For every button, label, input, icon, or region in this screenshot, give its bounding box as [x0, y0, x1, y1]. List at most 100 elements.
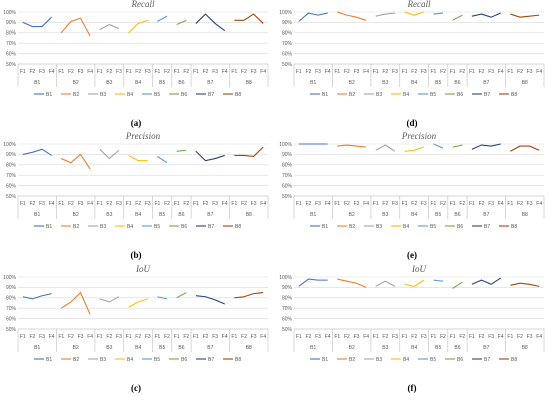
x-tick-label: F2 [440, 69, 446, 75]
legend-label: B7 [208, 357, 214, 363]
group-label: B3 [382, 212, 388, 218]
group-label: B3 [106, 345, 112, 351]
x-tick-label: F4 [536, 334, 542, 340]
panel-label: (a) [131, 118, 142, 128]
x-tick-label: F1 [469, 201, 475, 207]
x-tick-label: F3 [39, 69, 45, 75]
x-tick-label: F3 [527, 334, 533, 340]
series-line-b3 [99, 296, 120, 303]
x-tick-label: F3 [78, 201, 84, 207]
x-tick-label: F1 [20, 334, 26, 340]
y-tick-label: 80% [6, 31, 17, 37]
x-tick-label: F1 [231, 69, 237, 75]
y-tick-label: 80% [282, 163, 293, 169]
group-label: B3 [382, 345, 388, 351]
x-tick-label: F1 [126, 201, 132, 207]
x-tick-label: F2 [30, 69, 36, 75]
panel-label: (f) [408, 383, 417, 393]
series-line-b4 [128, 19, 148, 34]
x-tick-label: F2 [241, 201, 247, 207]
x-tick-label: F1 [296, 69, 302, 75]
x-tick-label: F4 [363, 334, 369, 340]
y-tick-label: 90% [6, 152, 17, 158]
x-tick-label: F2 [183, 69, 189, 75]
x-tick-label: F2 [440, 201, 446, 207]
x-tick-label: F1 [174, 201, 180, 207]
x-tick-label: F3 [212, 69, 218, 75]
x-tick-label: F1 [431, 201, 437, 207]
legend-label: B1 [46, 357, 52, 363]
x-tick-label: F2 [68, 69, 74, 75]
x-tick-label: F3 [212, 201, 218, 207]
y-tick-label: 100% [279, 142, 292, 148]
x-tick-label: F1 [58, 201, 64, 207]
series-line-b7 [471, 12, 501, 18]
group-label: B8 [246, 212, 252, 218]
legend-label: B2 [73, 224, 79, 230]
group-label: B7 [207, 212, 213, 218]
y-tick-label: 50% [6, 194, 17, 200]
x-tick-label: F2 [164, 201, 170, 207]
legend-label: B2 [349, 357, 355, 363]
y-tick-label: 90% [282, 285, 293, 291]
series-line-b3 [375, 280, 396, 287]
x-tick-label: F2 [459, 69, 465, 75]
chart-title: Recall [131, 0, 155, 9]
group-label: B8 [522, 212, 528, 218]
series-line-b4 [128, 298, 148, 308]
x-tick-label: F1 [58, 334, 64, 340]
x-tick-label: F2 [382, 69, 388, 75]
x-tick-label: F3 [354, 69, 360, 75]
x-tick-label: F4 [260, 334, 266, 340]
legend-label: B8 [511, 357, 517, 363]
x-tick-label: F1 [450, 334, 456, 340]
x-tick-label: F1 [334, 201, 340, 207]
x-tick-label: F2 [479, 201, 485, 207]
group-label: B6 [178, 80, 184, 86]
series-line-b1 [298, 278, 328, 287]
series-line-b5 [157, 15, 168, 22]
group-label: B6 [454, 80, 460, 86]
group-label: B6 [178, 212, 184, 218]
chart-title: Precision [125, 131, 161, 141]
legend-label: B1 [322, 224, 328, 230]
x-tick-label: F1 [155, 334, 161, 340]
legend-label: B8 [235, 92, 241, 98]
x-tick-label: F1 [193, 201, 199, 207]
series-line-b8 [234, 146, 264, 158]
series-line-b2 [337, 278, 367, 288]
x-tick-label: F3 [315, 69, 321, 75]
legend-label: B7 [484, 92, 490, 98]
legend-label: B6 [181, 357, 187, 363]
x-tick-label: F1 [507, 334, 513, 340]
panel-label: (c) [131, 383, 141, 393]
x-tick-label: F3 [392, 201, 398, 207]
x-tick-label: F2 [344, 69, 350, 75]
x-tick-label: F4 [49, 334, 55, 340]
x-tick-label: F1 [155, 201, 161, 207]
y-tick-label: 70% [6, 173, 17, 179]
x-tick-label: F2 [241, 69, 247, 75]
group-label: B7 [207, 80, 213, 86]
x-tick-label: F2 [411, 201, 417, 207]
x-tick-label: F2 [306, 201, 312, 207]
x-tick-label: F2 [135, 334, 141, 340]
x-tick-label: F3 [527, 201, 533, 207]
series-line-b2 [337, 144, 367, 148]
x-tick-label: F3 [354, 334, 360, 340]
x-tick-label: F1 [507, 69, 513, 75]
x-tick-label: F1 [402, 334, 408, 340]
series-line-b6 [176, 292, 187, 299]
y-tick-label: 50% [282, 327, 293, 333]
x-tick-label: F3 [39, 201, 45, 207]
x-tick-label: F3 [78, 334, 84, 340]
x-tick-label: F3 [251, 201, 257, 207]
group-label: B2 [349, 345, 355, 351]
legend-label: B4 [403, 357, 409, 363]
x-tick-label: F4 [536, 69, 542, 75]
x-tick-label: F1 [193, 334, 199, 340]
x-tick-label: F1 [155, 69, 161, 75]
series-line-b6 [176, 149, 187, 152]
group-label: B4 [135, 345, 141, 351]
